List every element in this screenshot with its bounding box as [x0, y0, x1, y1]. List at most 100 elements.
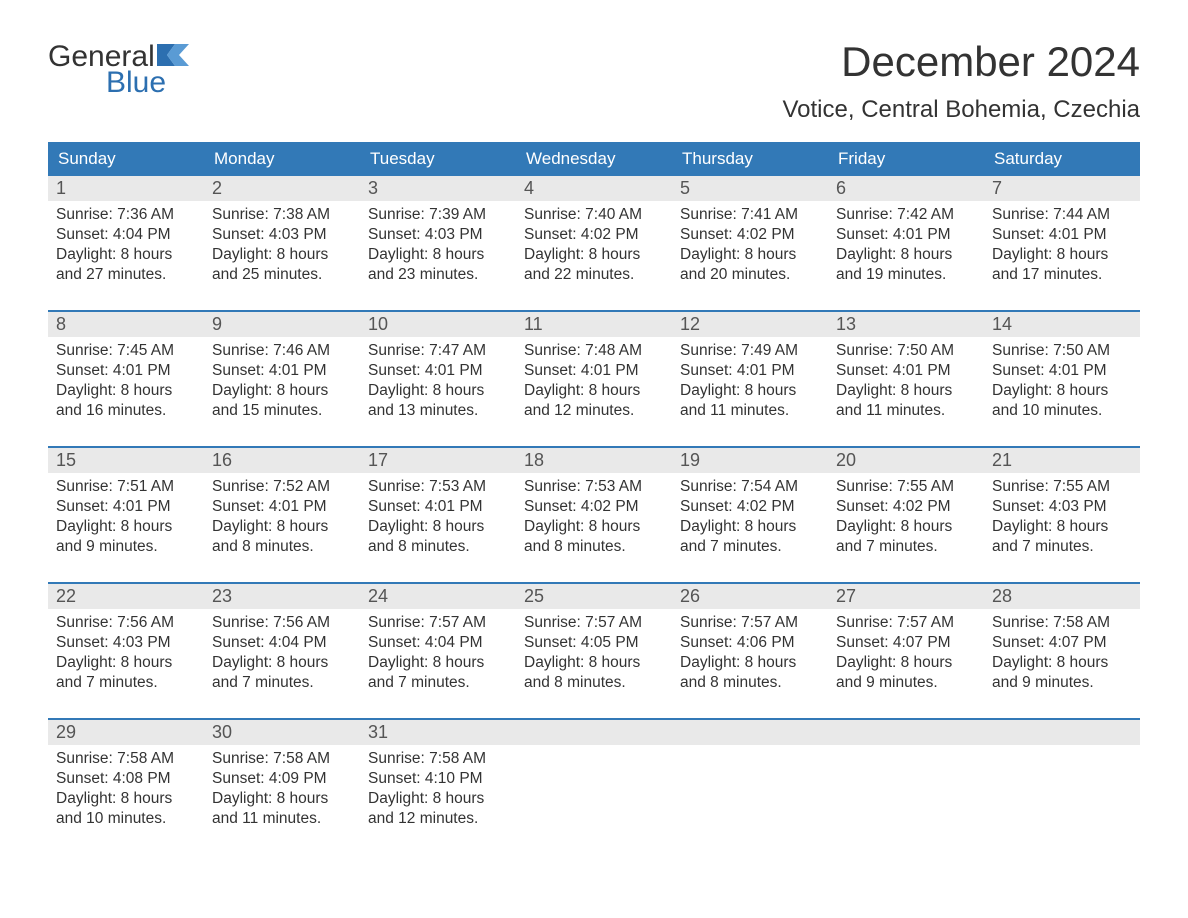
sunrise-text: Sunrise: 7:36 AM	[56, 205, 196, 225]
day-number: 30	[204, 720, 360, 745]
sunset-text: Sunset: 4:01 PM	[212, 497, 352, 517]
calendar-cell: 7Sunrise: 7:44 AMSunset: 4:01 PMDaylight…	[984, 176, 1140, 296]
daylight-line2: and 8 minutes.	[680, 673, 820, 693]
day-number: 10	[360, 312, 516, 337]
day-details: Sunrise: 7:44 AMSunset: 4:01 PMDaylight:…	[984, 201, 1140, 294]
calendar-cell: 12Sunrise: 7:49 AMSunset: 4:01 PMDayligh…	[672, 312, 828, 432]
day-header-thursday: Thursday	[672, 142, 828, 176]
sunset-text: Sunset: 4:02 PM	[836, 497, 976, 517]
sunset-text: Sunset: 4:02 PM	[680, 497, 820, 517]
day-number: 8	[48, 312, 204, 337]
daylight-line2: and 20 minutes.	[680, 265, 820, 285]
sunrise-text: Sunrise: 7:53 AM	[524, 477, 664, 497]
day-number: 26	[672, 584, 828, 609]
daylight-line2: and 11 minutes.	[212, 809, 352, 829]
calendar-cell: 4Sunrise: 7:40 AMSunset: 4:02 PMDaylight…	[516, 176, 672, 296]
sunrise-text: Sunrise: 7:58 AM	[368, 749, 508, 769]
day-number: 13	[828, 312, 984, 337]
daylight-line1: Daylight: 8 hours	[680, 245, 820, 265]
day-details: Sunrise: 7:50 AMSunset: 4:01 PMDaylight:…	[828, 337, 984, 430]
day-number: 16	[204, 448, 360, 473]
day-details: Sunrise: 7:36 AMSunset: 4:04 PMDaylight:…	[48, 201, 204, 294]
daylight-line2: and 9 minutes.	[992, 673, 1132, 693]
sunrise-text: Sunrise: 7:50 AM	[992, 341, 1132, 361]
day-number-empty	[516, 720, 672, 745]
day-number: 9	[204, 312, 360, 337]
daylight-line1: Daylight: 8 hours	[680, 381, 820, 401]
day-number: 21	[984, 448, 1140, 473]
sunset-text: Sunset: 4:10 PM	[368, 769, 508, 789]
daylight-line2: and 7 minutes.	[56, 673, 196, 693]
daylight-line1: Daylight: 8 hours	[524, 517, 664, 537]
calendar-cell: 27Sunrise: 7:57 AMSunset: 4:07 PMDayligh…	[828, 584, 984, 704]
sunrise-text: Sunrise: 7:55 AM	[836, 477, 976, 497]
daylight-line2: and 9 minutes.	[56, 537, 196, 557]
day-number: 25	[516, 584, 672, 609]
day-details: Sunrise: 7:57 AMSunset: 4:07 PMDaylight:…	[828, 609, 984, 702]
calendar-cell: 28Sunrise: 7:58 AMSunset: 4:07 PMDayligh…	[984, 584, 1140, 704]
calendar-cell	[672, 720, 828, 840]
week-row: 15Sunrise: 7:51 AMSunset: 4:01 PMDayligh…	[48, 446, 1140, 568]
day-number: 11	[516, 312, 672, 337]
day-details: Sunrise: 7:53 AMSunset: 4:02 PMDaylight:…	[516, 473, 672, 566]
day-number-empty	[672, 720, 828, 745]
calendar-cell: 18Sunrise: 7:53 AMSunset: 4:02 PMDayligh…	[516, 448, 672, 568]
daylight-line1: Daylight: 8 hours	[524, 381, 664, 401]
day-header-saturday: Saturday	[984, 142, 1140, 176]
daylight-line2: and 10 minutes.	[56, 809, 196, 829]
sunrise-text: Sunrise: 7:50 AM	[836, 341, 976, 361]
day-number: 18	[516, 448, 672, 473]
day-number: 27	[828, 584, 984, 609]
sunset-text: Sunset: 4:01 PM	[992, 225, 1132, 245]
daylight-line2: and 11 minutes.	[680, 401, 820, 421]
sunrise-text: Sunrise: 7:47 AM	[368, 341, 508, 361]
day-details: Sunrise: 7:58 AMSunset: 4:08 PMDaylight:…	[48, 745, 204, 838]
calendar-cell: 3Sunrise: 7:39 AMSunset: 4:03 PMDaylight…	[360, 176, 516, 296]
sunset-text: Sunset: 4:05 PM	[524, 633, 664, 653]
calendar-cell	[516, 720, 672, 840]
day-number: 4	[516, 176, 672, 201]
calendar-cell: 1Sunrise: 7:36 AMSunset: 4:04 PMDaylight…	[48, 176, 204, 296]
calendar-cell: 17Sunrise: 7:53 AMSunset: 4:01 PMDayligh…	[360, 448, 516, 568]
location-text: Votice, Central Bohemia, Czechia	[782, 96, 1140, 124]
daylight-line1: Daylight: 8 hours	[56, 517, 196, 537]
day-number: 2	[204, 176, 360, 201]
daylight-line1: Daylight: 8 hours	[212, 653, 352, 673]
daylight-line2: and 9 minutes.	[836, 673, 976, 693]
sunset-text: Sunset: 4:01 PM	[992, 361, 1132, 381]
month-title: December 2024	[782, 38, 1140, 86]
sunset-text: Sunset: 4:09 PM	[212, 769, 352, 789]
sunrise-text: Sunrise: 7:57 AM	[524, 613, 664, 633]
day-number: 7	[984, 176, 1140, 201]
day-number: 17	[360, 448, 516, 473]
brand-logo: General Blue	[48, 42, 191, 98]
sunset-text: Sunset: 4:03 PM	[56, 633, 196, 653]
day-details: Sunrise: 7:48 AMSunset: 4:01 PMDaylight:…	[516, 337, 672, 430]
daylight-line1: Daylight: 8 hours	[212, 245, 352, 265]
day-header-tuesday: Tuesday	[360, 142, 516, 176]
day-number: 22	[48, 584, 204, 609]
calendar-cell	[828, 720, 984, 840]
day-details: Sunrise: 7:47 AMSunset: 4:01 PMDaylight:…	[360, 337, 516, 430]
week-row: 22Sunrise: 7:56 AMSunset: 4:03 PMDayligh…	[48, 582, 1140, 704]
daylight-line2: and 23 minutes.	[368, 265, 508, 285]
day-details: Sunrise: 7:41 AMSunset: 4:02 PMDaylight:…	[672, 201, 828, 294]
logo-blue-text: Blue	[106, 68, 191, 98]
calendar-cell: 29Sunrise: 7:58 AMSunset: 4:08 PMDayligh…	[48, 720, 204, 840]
day-details: Sunrise: 7:55 AMSunset: 4:03 PMDaylight:…	[984, 473, 1140, 566]
sunrise-text: Sunrise: 7:57 AM	[368, 613, 508, 633]
sunset-text: Sunset: 4:01 PM	[836, 361, 976, 381]
day-details: Sunrise: 7:45 AMSunset: 4:01 PMDaylight:…	[48, 337, 204, 430]
day-details: Sunrise: 7:53 AMSunset: 4:01 PMDaylight:…	[360, 473, 516, 566]
day-number: 28	[984, 584, 1140, 609]
calendar-cell: 31Sunrise: 7:58 AMSunset: 4:10 PMDayligh…	[360, 720, 516, 840]
daylight-line2: and 7 minutes.	[368, 673, 508, 693]
daylight-line1: Daylight: 8 hours	[368, 245, 508, 265]
daylight-line1: Daylight: 8 hours	[836, 517, 976, 537]
daylight-line2: and 15 minutes.	[212, 401, 352, 421]
day-number: 24	[360, 584, 516, 609]
day-number-empty	[984, 720, 1140, 745]
day-details: Sunrise: 7:55 AMSunset: 4:02 PMDaylight:…	[828, 473, 984, 566]
sunset-text: Sunset: 4:01 PM	[212, 361, 352, 381]
sunrise-text: Sunrise: 7:55 AM	[992, 477, 1132, 497]
